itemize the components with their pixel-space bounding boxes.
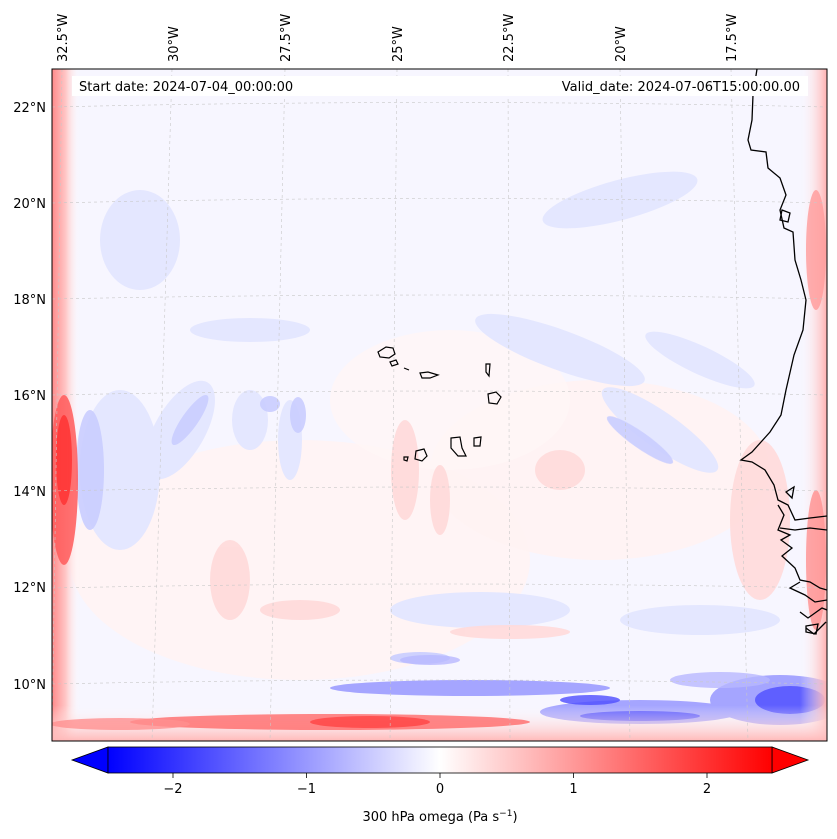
lat-label: 22°N [13,101,46,116]
lon-label: 27.5°W [279,14,294,62]
colorbar-ticks: −2 −1 0 1 2 [163,773,711,797]
date-banner [72,76,808,96]
colorbar-gradient [107,746,773,774]
valid-date-label: Valid_date: 2024-07-06T15:00:00.00 [562,80,800,95]
lon-label: 17.5°W [725,14,740,62]
lon-label: 25°W [391,26,406,62]
coastline [739,69,827,635]
map-frame [51,68,828,742]
omega-field [52,69,827,741]
lat-label: 18°N [13,293,46,308]
start-date-label: Start date: 2024-07-04_00:00:00 [79,80,293,95]
map-panel: Start date: 2024-07-04_00:00:00 Valid_da… [51,68,828,742]
lon-label: 30°W [167,26,182,62]
lon-label: 32.5°W [56,14,71,62]
lat-label: 14°N [13,485,46,500]
lat-label: 12°N [13,581,46,596]
colorbar-extend-high [771,746,810,774]
colorbar-tick-label: 0 [436,782,444,797]
lat-label: 16°N [13,389,46,404]
lon-label: 22.5°W [502,14,517,62]
lat-label: 20°N [13,197,46,212]
cape-verde-islands [377,346,502,462]
colorbar-tick-label: −2 [163,782,182,797]
colorbar-tick-label: 2 [703,782,711,797]
latitude-labels: 22°N 20°N 18°N 16°N 14°N 12°N 10°N [13,101,46,693]
lon-label: 20°W [614,26,629,62]
lat-label: 10°N [13,678,46,693]
colorbar-tick-label: −1 [297,782,316,797]
colorbar-extend-low [70,746,109,774]
longitude-labels: 32.5°W 30°W 27.5°W 25°W 22.5°W 20°W 17.5… [56,14,740,62]
colorbar: −2 −1 0 1 2 300 hPa omega (Pa s−1) [70,746,810,825]
graticule [52,69,827,741]
colorbar-label: 300 hPa omega (Pa s−1) [362,809,517,825]
colorbar-tick-label: 1 [569,782,577,797]
